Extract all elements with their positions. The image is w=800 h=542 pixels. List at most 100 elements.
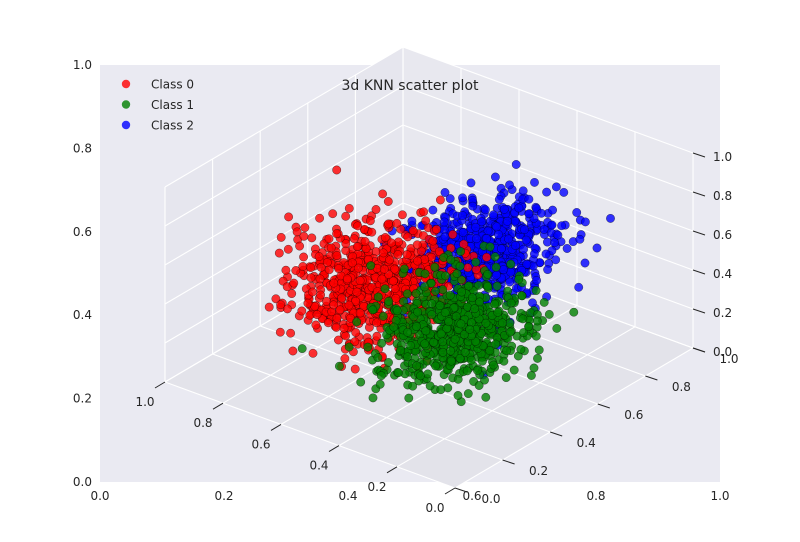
scatter-point bbox=[307, 233, 317, 243]
scatter-point bbox=[384, 296, 394, 306]
scatter-point bbox=[316, 290, 326, 300]
scatter-point bbox=[329, 278, 339, 288]
scatter-point bbox=[514, 203, 524, 213]
scatter-point bbox=[430, 262, 440, 272]
scatter-point bbox=[534, 345, 544, 355]
scatter-point bbox=[552, 323, 562, 333]
x3d-tick-mark bbox=[212, 402, 224, 410]
scatter-point bbox=[421, 326, 431, 336]
scatter-point bbox=[468, 201, 478, 211]
scatter-point bbox=[491, 339, 501, 349]
scatter-point bbox=[606, 213, 615, 223]
z3d-tick-label: 0.6 bbox=[713, 228, 732, 242]
scatter-point bbox=[455, 353, 465, 363]
scatter-point bbox=[331, 322, 341, 332]
scatter-point bbox=[429, 337, 439, 347]
scatter-point bbox=[416, 246, 426, 256]
scatter-point bbox=[299, 252, 309, 262]
scatter-point bbox=[445, 194, 455, 204]
scatter-point bbox=[505, 180, 514, 190]
scatter-point bbox=[430, 286, 440, 296]
scatter-point bbox=[542, 187, 552, 197]
scatter-point bbox=[274, 248, 284, 258]
left-pane-gridline bbox=[164, 85, 404, 227]
scatter-point bbox=[496, 244, 506, 254]
scatter-point bbox=[482, 234, 492, 243]
scatter-point bbox=[470, 304, 480, 314]
scatter-point bbox=[389, 322, 399, 332]
scatter-point bbox=[349, 234, 359, 244]
scatter-point bbox=[332, 313, 342, 323]
scatter-point bbox=[308, 348, 318, 358]
scatter-point bbox=[530, 177, 539, 187]
scatter-point bbox=[329, 300, 339, 310]
scatter-point bbox=[299, 231, 309, 241]
scatter-point bbox=[340, 354, 350, 364]
z3d-tick-mark bbox=[692, 191, 706, 197]
scatter-point bbox=[474, 280, 484, 290]
scatter-point bbox=[373, 353, 383, 363]
scatter-point bbox=[403, 232, 413, 242]
scatter-point bbox=[295, 241, 305, 251]
scatter-point bbox=[420, 282, 430, 292]
y3d-tick-label: 1.0 bbox=[719, 352, 738, 366]
scatter-point bbox=[311, 320, 321, 330]
scatter-point bbox=[453, 391, 463, 400]
scatter-point bbox=[276, 232, 286, 242]
scatter-point bbox=[440, 188, 450, 197]
scatter-point bbox=[363, 342, 373, 352]
scatter-point bbox=[452, 269, 462, 279]
scatter-point bbox=[453, 374, 463, 384]
scatter-point bbox=[404, 393, 414, 403]
outer-y-tick-label: 0.4 bbox=[73, 308, 92, 322]
scatter-point bbox=[360, 237, 370, 246]
scatter-point bbox=[531, 286, 541, 296]
floor-gridline bbox=[260, 325, 551, 433]
scatter-point bbox=[431, 361, 441, 371]
scatter-point bbox=[366, 261, 376, 271]
scatter-point bbox=[352, 242, 362, 252]
scatter-point bbox=[497, 318, 507, 328]
z3d-tick-mark bbox=[692, 269, 706, 275]
floor-gridline bbox=[396, 326, 636, 468]
scatter-point bbox=[341, 211, 351, 221]
scatter-point bbox=[532, 275, 542, 285]
scatter-point bbox=[419, 207, 429, 217]
scatter-point bbox=[351, 296, 361, 306]
scatter-point bbox=[505, 327, 515, 337]
scatter-point bbox=[506, 298, 516, 308]
scatter-point bbox=[529, 363, 539, 373]
scatter-point bbox=[519, 244, 529, 254]
3d-tick-labels: 0.00.20.40.60.81.00.00.20.40.60.81.00.00… bbox=[135, 150, 738, 515]
scatter-point bbox=[533, 353, 542, 363]
scatter-point bbox=[506, 259, 516, 269]
scatter-point bbox=[392, 218, 402, 228]
scatter-point bbox=[485, 346, 495, 356]
scatter-point bbox=[456, 275, 466, 285]
scatter-point bbox=[375, 379, 385, 389]
scatter-point bbox=[324, 234, 334, 244]
scatter-point bbox=[308, 287, 317, 297]
scatter-point bbox=[337, 293, 347, 303]
scatter-point bbox=[524, 322, 534, 332]
scatter-point bbox=[483, 269, 493, 279]
scatter-point bbox=[420, 269, 430, 279]
scatter-point bbox=[403, 327, 413, 337]
scatter-point bbox=[425, 381, 435, 391]
z3d-tick-label: 0.2 bbox=[713, 306, 732, 320]
scatter-point bbox=[380, 233, 390, 242]
outer-x-tick-label: 0.2 bbox=[214, 489, 233, 503]
scatter-point bbox=[372, 331, 382, 341]
x3d-tick-mark bbox=[444, 487, 456, 495]
scatter-point bbox=[440, 232, 450, 242]
scatter-point bbox=[420, 339, 430, 349]
scatter-point bbox=[472, 234, 481, 244]
outer-y-tick-label: 0.0 bbox=[73, 475, 92, 489]
scatter-point bbox=[380, 284, 390, 294]
scatter-point bbox=[471, 222, 481, 232]
y3d-tick-mark bbox=[597, 403, 610, 409]
scatter-point bbox=[490, 299, 500, 309]
outer-x-tick-label: 0.4 bbox=[338, 489, 357, 503]
scatter-point bbox=[413, 256, 423, 266]
scatter-point bbox=[539, 297, 549, 307]
